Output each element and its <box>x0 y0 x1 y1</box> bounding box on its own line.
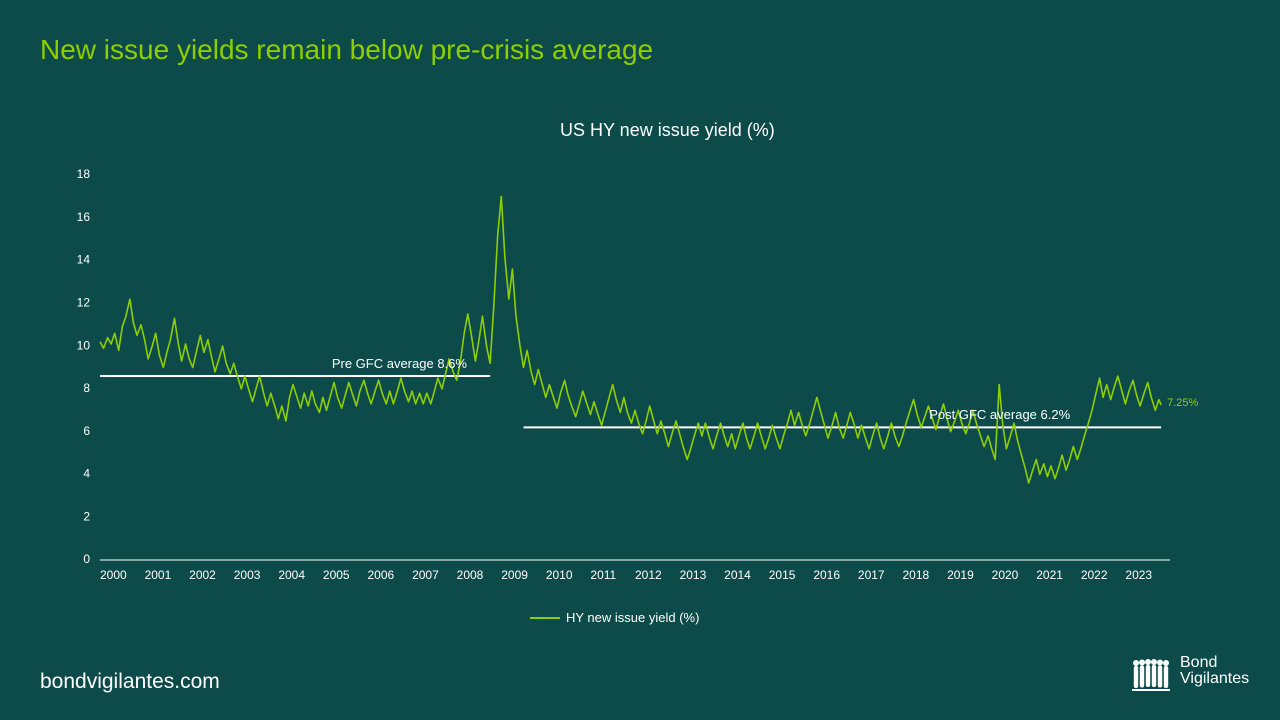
brand-logo: Bond Vigilantes <box>1130 650 1249 692</box>
svg-text:4: 4 <box>83 467 90 481</box>
people-group-icon <box>1130 650 1172 692</box>
svg-text:2023: 2023 <box>1125 568 1152 582</box>
svg-text:2011: 2011 <box>590 568 616 582</box>
svg-text:2003: 2003 <box>234 568 261 582</box>
svg-text:2016: 2016 <box>813 568 840 582</box>
footer-url: bondvigilantes.com <box>40 670 220 694</box>
brand-line1: Bond <box>1180 655 1249 671</box>
svg-text:2015: 2015 <box>769 568 796 582</box>
brand-line2: Vigilantes <box>1180 671 1249 687</box>
svg-text:2020: 2020 <box>992 568 1019 582</box>
svg-text:2004: 2004 <box>278 568 305 582</box>
svg-text:2001: 2001 <box>145 568 172 582</box>
svg-text:6: 6 <box>83 424 90 438</box>
chart-plot: 0246810121416182000200120022003200420052… <box>100 175 1170 590</box>
svg-text:12: 12 <box>77 296 91 310</box>
legend-label: HY new issue yield (%) <box>566 610 699 625</box>
svg-text:2: 2 <box>83 509 90 523</box>
svg-text:2000: 2000 <box>100 568 127 582</box>
svg-text:2006: 2006 <box>368 568 395 582</box>
svg-text:2008: 2008 <box>457 568 484 582</box>
series-end-label: 7.25% <box>1167 397 1198 409</box>
pre-gfc-avg-label: Pre GFC average 8.6% <box>332 356 467 371</box>
svg-text:8: 8 <box>83 381 90 395</box>
chart-title: US HY new issue yield (%) <box>560 120 775 141</box>
svg-text:14: 14 <box>77 253 91 267</box>
svg-text:2019: 2019 <box>947 568 974 582</box>
svg-text:2012: 2012 <box>635 568 662 582</box>
svg-text:2014: 2014 <box>724 568 751 582</box>
svg-text:2013: 2013 <box>680 568 707 582</box>
chart-legend: HY new issue yield (%) <box>530 610 699 625</box>
svg-text:2022: 2022 <box>1081 568 1108 582</box>
svg-text:2009: 2009 <box>501 568 528 582</box>
svg-text:2017: 2017 <box>858 568 885 582</box>
svg-text:2005: 2005 <box>323 568 350 582</box>
svg-text:2002: 2002 <box>189 568 216 582</box>
post-gfc-avg-label: Post GFC average 6.2% <box>929 407 1070 422</box>
svg-text:2021: 2021 <box>1036 568 1063 582</box>
svg-text:18: 18 <box>77 167 91 181</box>
page-title: New issue yields remain below pre-crisis… <box>40 34 653 66</box>
legend-line-icon <box>530 617 560 619</box>
svg-text:16: 16 <box>77 210 91 224</box>
svg-text:2010: 2010 <box>546 568 573 582</box>
svg-text:2018: 2018 <box>903 568 930 582</box>
svg-text:2007: 2007 <box>412 568 439 582</box>
svg-text:10: 10 <box>77 338 91 352</box>
svg-text:0: 0 <box>83 552 90 566</box>
